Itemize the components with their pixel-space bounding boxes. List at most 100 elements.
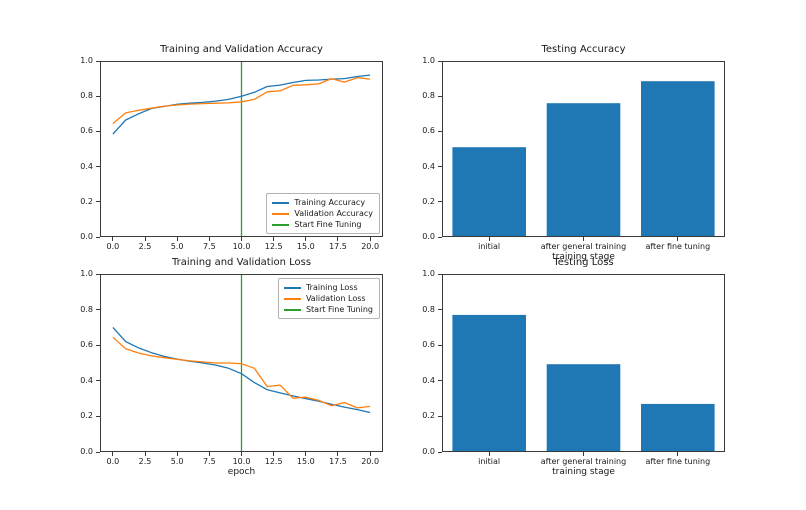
bar-initial [452,147,526,236]
y-tick-label: 0.0 [80,447,93,456]
bar-after-fine-tuning [641,81,715,236]
legend-item: Validation Loss [283,293,373,304]
y-tick-label: 1.0 [422,56,435,65]
x-tick-label: 20.0 [361,242,380,251]
y-tick-mark [438,344,442,346]
y-tick-label: 0.8 [80,304,93,314]
legend-item: Training Loss [283,282,373,293]
y-tick-label: 1.0 [80,56,93,65]
y-tick-label: 0.0 [422,232,435,241]
x-tick-label: after general training [540,242,627,251]
x-tick-label: 17.5 [329,242,347,251]
plot-area-train_val_accuracy [112,62,371,236]
chart-title-testing_loss: Testing Loss [553,257,614,268]
x-tick-mark [305,452,307,456]
x-tick-label: 12.5 [264,242,283,251]
y-tick-mark [438,166,442,168]
bar-after-general-training [546,364,621,451]
y-tick-mark [96,380,100,382]
x-tick-mark [208,237,210,241]
x-tick-mark [112,237,114,241]
x-tick-mark [369,237,371,241]
x-axis-label-testing_loss: training stage [552,467,615,477]
y-tick-mark [96,201,100,203]
y-tick-label: 0.2 [422,411,435,421]
x-tick-label: 10.0 [232,242,251,251]
x-tick-label: after general training [540,457,627,466]
x-axis-label-testing_accuracy: training stage [552,252,615,262]
y-tick-label: 1.0 [422,269,435,278]
legend-label: Start Fine Tuning [294,220,362,229]
legend-label: Training Accuracy [294,198,366,207]
x-tick-mark [176,452,178,456]
bar-after-general-training [546,103,621,236]
x-tick-label: 7.5 [202,242,216,251]
x-tick-label: 7.5 [202,457,216,466]
x-tick-mark [208,452,210,456]
y-tick-label: 0.0 [80,232,93,241]
x-tick-mark [241,452,242,456]
y-tick-mark [438,201,442,203]
x-tick-mark [677,452,679,456]
y-tick-mark [96,236,100,238]
axes-testing_accuracy [442,61,725,237]
y-tick-mark [438,380,442,382]
y-tick-label: 0.6 [80,126,93,136]
x-tick-label: 2.5 [138,242,152,251]
series-line-validation-accuracy [112,77,371,125]
legend-line-swatch [272,223,290,226]
y-tick-mark [96,273,100,275]
y-tick-mark [438,309,442,311]
legend-line-swatch [283,297,301,300]
axes-train_val_accuracy [100,61,383,237]
y-tick-label: 0.2 [80,411,93,421]
plot-area-train_val_loss [112,275,371,451]
legend-item: Start Fine Tuning [283,304,373,315]
y-tick-label: 0.6 [80,340,93,350]
y-tick-label: 1.0 [80,269,93,278]
x-tick-label: after fine tuning [645,242,711,251]
x-tick-mark [305,237,307,241]
x-tick-label: 0.0 [106,242,120,251]
legend-line-swatch [283,286,301,289]
legend-line-swatch [272,201,290,204]
x-tick-label: 15.0 [296,242,315,251]
x-tick-label: 5.0 [170,242,184,251]
y-tick-label: 0.8 [80,91,93,101]
x-tick-mark [337,237,339,241]
x-axis-label-train_val_loss: epoch [227,467,256,477]
y-tick-mark [438,451,442,453]
x-tick-label: 2.5 [138,457,152,466]
x-tick-label: 15.0 [296,457,315,466]
x-tick-label: 12.5 [264,457,283,466]
x-tick-mark [369,452,371,456]
y-tick-mark [96,95,100,97]
y-tick-label: 0.4 [422,375,435,385]
y-tick-mark [96,166,100,168]
y-tick-mark [438,273,442,275]
x-tick-mark [144,452,146,456]
plot-area-testing_loss [452,314,715,451]
x-tick-mark [112,452,114,456]
x-tick-mark [337,452,339,456]
y-tick-mark [96,60,100,62]
x-tick-label: 20.0 [361,457,380,466]
x-tick-label: 0.0 [106,457,120,466]
x-tick-mark [241,237,242,241]
y-tick-mark [96,130,100,132]
x-tick-label: initial [478,242,501,251]
y-tick-mark [438,415,442,417]
y-tick-mark [438,60,442,62]
x-tick-mark [273,452,275,456]
axes-testing_loss [442,274,725,452]
chart-title-train_val_loss: Training and Validation Loss [171,257,312,268]
bar-initial [452,314,526,451]
y-tick-mark [96,344,100,346]
legend-train_val_loss: Training Loss Validation Loss Start Fine T… [277,278,380,319]
y-tick-label: 0.0 [422,447,435,456]
x-tick-label: 5.0 [170,457,184,466]
x-tick-label: 17.5 [329,457,347,466]
y-tick-label: 0.8 [422,91,435,101]
legend-line-swatch [283,308,301,311]
